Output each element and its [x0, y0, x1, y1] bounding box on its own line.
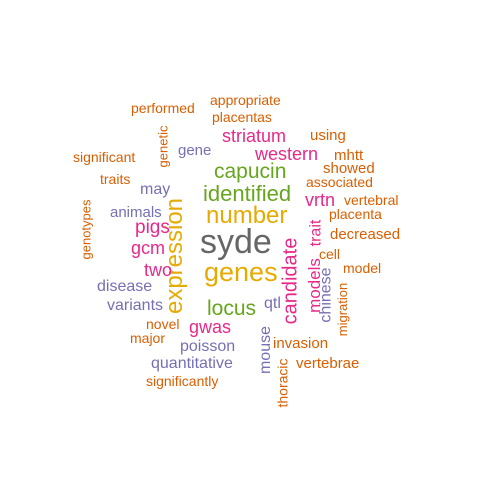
- word-variants: variants: [107, 297, 164, 314]
- word-striatum: striatum: [222, 126, 287, 146]
- word-animals: animals: [110, 204, 162, 221]
- word-placenta: placenta: [329, 206, 382, 222]
- word-gwas: gwas: [189, 317, 232, 337]
- word-locus: locus: [207, 297, 257, 320]
- word-genetic: genetic: [155, 125, 171, 168]
- word-model: model: [343, 260, 382, 276]
- word-mhtt: mhtt: [334, 147, 364, 164]
- word-candidate: candidate: [279, 237, 302, 325]
- word-syde: syde: [200, 223, 272, 261]
- word-significantly: significantly: [146, 373, 219, 389]
- word-showed: showed: [323, 160, 375, 177]
- word-invasion: invasion: [273, 335, 329, 352]
- word-vertebrae: vertebrae: [296, 355, 360, 372]
- word-chinese: chinese: [317, 267, 335, 323]
- word-vertebral: vertebral: [344, 192, 399, 208]
- word-novel: novel: [146, 316, 180, 332]
- word-major: major: [130, 330, 166, 346]
- word-significant: significant: [73, 149, 136, 165]
- word-qtl: qtl: [264, 295, 281, 312]
- word-performed: performed: [131, 100, 195, 116]
- word-disease: disease: [97, 278, 153, 295]
- word-decreased: decreased: [330, 226, 401, 243]
- word-genotypes: genotypes: [78, 199, 94, 260]
- word-gcm: gcm: [131, 238, 166, 258]
- word-migration: migration: [335, 282, 351, 337]
- word-expression: expression: [161, 197, 189, 315]
- word-thoracic: thoracic: [274, 358, 291, 408]
- word-associated: associated: [306, 174, 373, 190]
- word-mouse: mouse: [257, 325, 275, 375]
- word-genes: genes: [204, 257, 278, 287]
- word-quantitative: quantitative: [151, 355, 233, 372]
- word-using: using: [310, 127, 346, 144]
- word-placentas: placentas: [212, 109, 272, 125]
- word-number: number: [206, 202, 288, 229]
- word-gene: gene: [178, 142, 212, 159]
- word-traits: traits: [100, 171, 131, 187]
- word-capucin: capucin: [214, 160, 287, 183]
- word-cell: cell: [319, 246, 341, 262]
- word-vrtn: vrtn: [305, 190, 336, 210]
- word-appropriate: appropriate: [210, 92, 281, 108]
- word-may: may: [140, 181, 171, 198]
- word-pigs: pigs: [135, 217, 170, 238]
- word-identified: identified: [203, 181, 292, 206]
- word-two: two: [144, 260, 173, 280]
- word-western: western: [255, 144, 319, 164]
- word-trait: trait: [307, 219, 325, 247]
- word-poisson: poisson: [180, 338, 236, 355]
